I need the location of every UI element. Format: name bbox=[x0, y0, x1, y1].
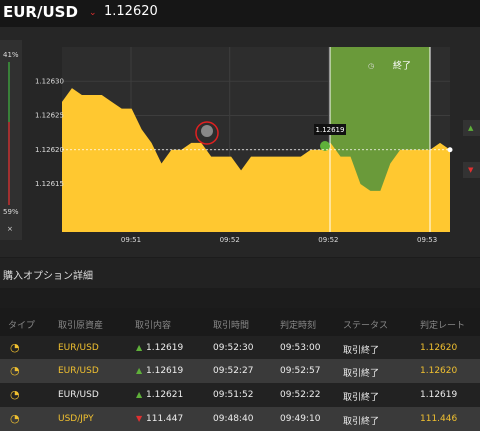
gauge-bg bbox=[0, 40, 22, 240]
cell: 取引終了 bbox=[343, 417, 380, 427]
cell: 取引終了 bbox=[343, 369, 380, 379]
cell: 09:52:30 bbox=[213, 343, 254, 353]
price: 1.12620 bbox=[104, 4, 158, 19]
top-bar bbox=[0, 0, 480, 27]
green-pin bbox=[320, 141, 330, 151]
cell: EUR/USD bbox=[58, 390, 99, 400]
cell: 取引終了 bbox=[343, 346, 380, 356]
pair: EUR/USD bbox=[3, 3, 78, 21]
gauge-top: 41% bbox=[3, 51, 19, 59]
column-header: 判定レート bbox=[420, 321, 466, 331]
highlight-circle bbox=[195, 121, 219, 145]
cell: 1.12619 bbox=[146, 366, 184, 376]
cell: 09:52:27 bbox=[213, 366, 254, 376]
cell: 111.447 bbox=[146, 414, 184, 424]
direction-icon: ▼ bbox=[136, 414, 143, 423]
cell: 09:52:57 bbox=[280, 366, 321, 376]
table-row[interactable]: ◔ ▲ EUR/USD 1.12619 09:52:30 09:53:00 取引終了 1.12… bbox=[0, 336, 480, 360]
cell: 1.12619 bbox=[420, 390, 458, 400]
chart: 41% 59% × ◷ 終了 1.12619 ▲ ▼ 1.12630 1.1262… bbox=[0, 27, 480, 257]
current-dot bbox=[447, 147, 453, 153]
column-header: タイプ bbox=[8, 321, 36, 331]
type-icon: ◔ bbox=[10, 364, 20, 377]
column-header: 取引内容 bbox=[135, 321, 172, 331]
direction-icon: ▲ bbox=[136, 366, 143, 375]
cell: 09:53:00 bbox=[280, 343, 321, 353]
column-header: 判定時刻 bbox=[280, 321, 317, 331]
type-icon: ◔ bbox=[10, 388, 20, 401]
cell: 09:49:10 bbox=[280, 414, 321, 424]
down-icon: ⌄ bbox=[89, 8, 97, 18]
gauge-bottom: 59% bbox=[3, 208, 19, 216]
cell: USD/JPY bbox=[58, 414, 94, 424]
cell: EUR/USD bbox=[58, 366, 99, 376]
type-icon: ◔ bbox=[10, 341, 20, 354]
table-row[interactable]: ◔ ▲ EUR/USD 1.12621 09:51:52 09:52:22 取引終了 1.12… bbox=[0, 383, 480, 407]
marker-label-bg bbox=[314, 124, 346, 135]
cell: 111.446 bbox=[420, 414, 458, 424]
x-tick-label: 09:52 bbox=[318, 236, 338, 244]
cell: 取引終了 bbox=[343, 393, 380, 403]
price-area bbox=[62, 88, 450, 232]
x-tick-label: 09:53 bbox=[417, 236, 437, 244]
cell: 09:52:22 bbox=[280, 390, 321, 400]
gauge-close[interactable]: × bbox=[7, 225, 13, 233]
clock-icon: ◷ bbox=[368, 62, 375, 70]
section-bar bbox=[0, 258, 480, 288]
marker-label: 1.12619 bbox=[316, 126, 345, 134]
end-label: 終了 bbox=[393, 60, 411, 72]
y-tick-label: 1.12625 bbox=[35, 112, 64, 120]
y-tick-label: 1.12615 bbox=[35, 180, 64, 188]
up-arrow: ▲ bbox=[468, 124, 474, 132]
cell: EUR/USD bbox=[58, 343, 99, 353]
cell: 1.12621 bbox=[146, 390, 184, 400]
cell: 1.12620 bbox=[420, 343, 458, 353]
table-row[interactable]: ◔ ▼ USD/JPY 111.447 09:48:40 09:49:10 取引終了 111.… bbox=[0, 407, 480, 431]
direction-icon: ▲ bbox=[136, 390, 143, 399]
y-tick-label: 1.12630 bbox=[35, 77, 64, 85]
direction-icon: ▲ bbox=[136, 343, 143, 352]
x-tick-label: 09:51 bbox=[121, 236, 141, 244]
cell: 1.12619 bbox=[146, 343, 184, 353]
grey-pin bbox=[201, 125, 213, 137]
down-arrow: ▼ bbox=[468, 166, 474, 174]
type-icon: ◔ bbox=[10, 412, 20, 425]
x-tick-label: 09:52 bbox=[220, 236, 240, 244]
column-header: 取引原資産 bbox=[58, 321, 104, 331]
y-tick-label: 1.12620 bbox=[35, 146, 64, 154]
column-header: ステータス bbox=[343, 321, 389, 331]
table-head-bg bbox=[0, 308, 480, 336]
section-title: 購入オプション詳細 bbox=[3, 271, 93, 282]
down-button[interactable] bbox=[463, 162, 480, 178]
cell: 09:51:52 bbox=[213, 390, 254, 400]
cell: 09:48:40 bbox=[213, 414, 254, 424]
cell: 1.12620 bbox=[420, 366, 458, 376]
up-button[interactable] bbox=[463, 120, 480, 136]
table-row[interactable]: ◔ ▲ EUR/USD 1.12619 09:52:27 09:52:57 取引終了 1.12… bbox=[0, 359, 480, 383]
column-header: 取引時間 bbox=[213, 321, 250, 331]
